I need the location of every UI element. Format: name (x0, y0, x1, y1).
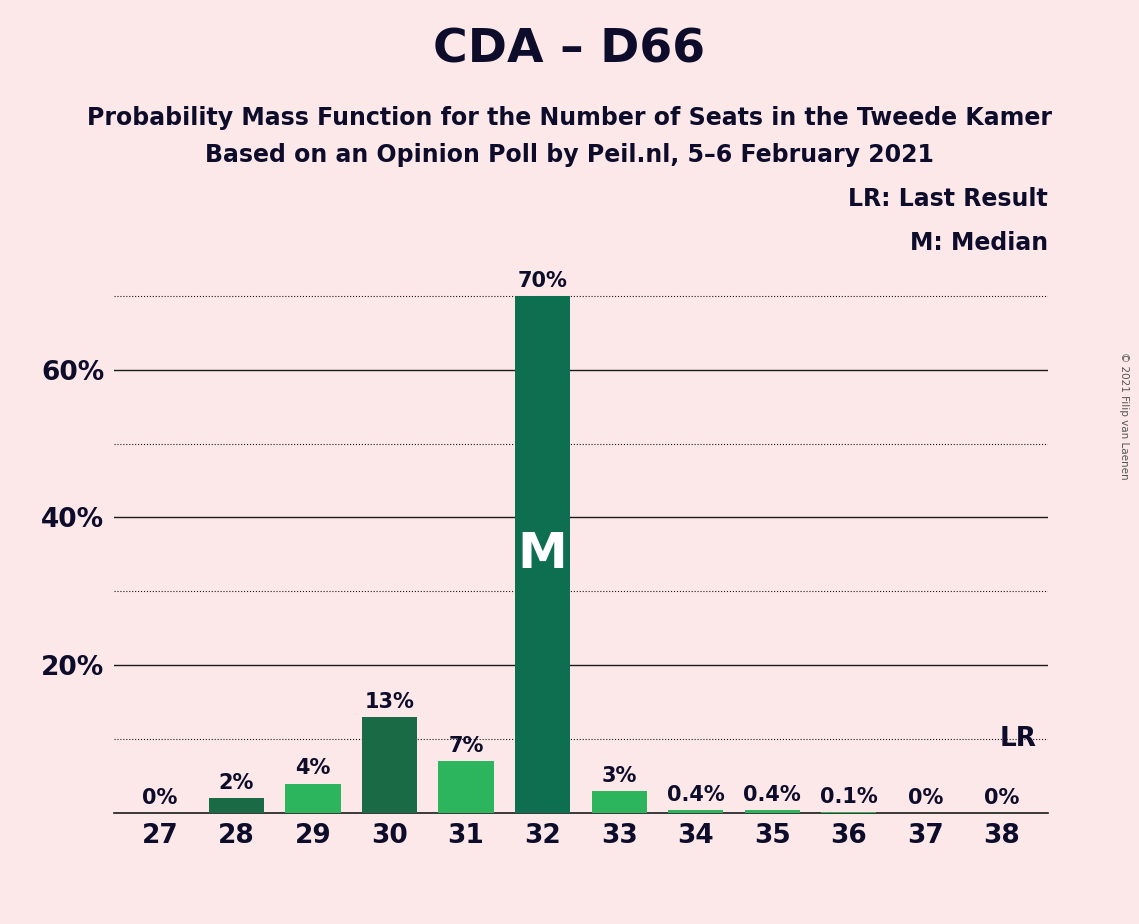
Text: CDA – D66: CDA – D66 (434, 28, 705, 73)
Text: LR: LR (999, 726, 1036, 752)
Text: 0%: 0% (984, 788, 1019, 808)
Text: 0%: 0% (908, 788, 943, 808)
Text: Based on an Opinion Poll by Peil.nl, 5–6 February 2021: Based on an Opinion Poll by Peil.nl, 5–6… (205, 143, 934, 167)
Text: M: M (518, 530, 567, 578)
Bar (515, 296, 571, 813)
Bar (591, 791, 647, 813)
Text: LR: Last Result: LR: Last Result (849, 187, 1048, 211)
Text: 70%: 70% (517, 271, 567, 290)
Text: 3%: 3% (601, 766, 637, 785)
Bar (669, 810, 723, 813)
Text: M: Median: M: Median (910, 231, 1048, 255)
Text: 0%: 0% (142, 788, 178, 808)
Text: 4%: 4% (295, 759, 330, 778)
Bar (208, 798, 264, 813)
Text: 7%: 7% (449, 736, 484, 756)
Text: 2%: 2% (219, 773, 254, 793)
Bar (362, 717, 417, 813)
Text: Probability Mass Function for the Number of Seats in the Tweede Kamer: Probability Mass Function for the Number… (87, 106, 1052, 130)
Text: 13%: 13% (364, 692, 415, 711)
Text: 0.4%: 0.4% (744, 785, 801, 805)
Text: 0.4%: 0.4% (666, 785, 724, 805)
Bar (745, 810, 800, 813)
Text: © 2021 Filip van Laenen: © 2021 Filip van Laenen (1120, 352, 1129, 480)
Bar (286, 784, 341, 813)
Text: 0.1%: 0.1% (820, 787, 878, 808)
Bar (439, 761, 493, 813)
